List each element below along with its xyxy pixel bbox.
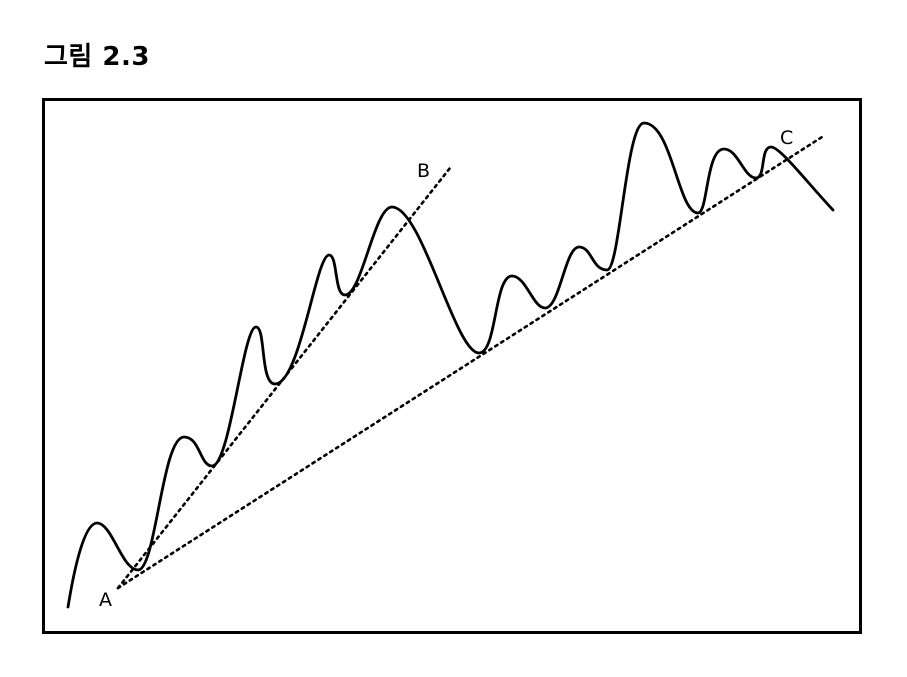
- label-b: B: [417, 160, 430, 182]
- price-curve: [66, 121, 835, 609]
- label-c: C: [780, 127, 793, 149]
- label-a: A: [99, 589, 112, 611]
- chart-frame: [42, 98, 862, 634]
- trendline-a-c: [116, 135, 824, 590]
- figure-title: 그림 2.3: [44, 42, 150, 72]
